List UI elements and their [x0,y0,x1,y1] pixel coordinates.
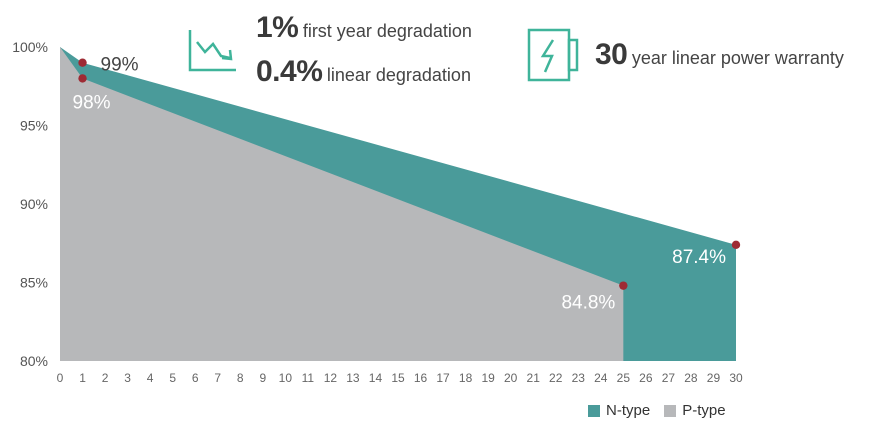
battery-lightning-icon [527,28,581,87]
x-tick-label: 7 [214,371,221,385]
y-tick-label: 100% [12,39,48,55]
first-year-text: first year degradation [302,21,472,41]
x-tick-label: 4 [147,371,154,385]
y-tick-label: 90% [20,196,48,212]
x-tick-label: 18 [459,371,473,385]
data-label: 84.8% [561,293,615,314]
data-label: 99% [101,55,139,76]
x-tick-label: 24 [594,371,608,385]
legend-swatch-n-type [588,404,600,417]
linear-value: 0.4% [256,55,323,88]
x-tick-label: 28 [684,371,698,385]
legend-swatch-p-type [664,404,677,417]
x-tick-label: 17 [436,371,450,385]
x-tick-label: 10 [279,371,293,385]
data-point-marker [78,58,87,67]
x-tick-label: 19 [481,371,495,385]
x-tick-label: 23 [572,371,586,385]
data-point-marker [731,240,741,250]
x-tick-label: 12 [324,371,338,385]
x-tick-label: 13 [346,371,360,385]
linear-text: linear degradation [326,65,471,85]
legend-item-p-type: P-type [664,402,726,419]
x-tick-label: 9 [259,371,266,385]
first-year-value: 1% [256,11,299,44]
x-tick-label: 1 [79,371,86,385]
degradation-chart-icon [188,30,238,77]
x-tick-label: 15 [391,371,405,385]
data-label: 87.4% [672,247,726,268]
x-tick-label: 21 [527,371,541,385]
first-year-degradation: 1% first year degradation [256,11,472,45]
y-tick-label: 85% [20,275,48,291]
x-tick-label: 29 [707,371,721,385]
data-label: 98% [73,92,111,113]
x-tick-label: 26 [639,371,653,385]
legend-label-n-type: N-type [606,402,651,419]
x-tick-label: 2 [102,371,109,385]
x-tick-label: 6 [192,371,199,385]
x-tick-label: 22 [549,371,563,385]
x-tick-label: 16 [414,371,428,385]
data-point-marker [78,74,87,83]
y-tick-label: 80% [20,353,48,369]
area-p-type [60,47,624,361]
x-tick-label: 11 [302,371,315,385]
y-tick-label: 95% [20,118,48,134]
x-tick-label: 30 [729,371,743,385]
warranty-value: 30 [595,38,628,71]
legend: N-type P-type [588,402,740,419]
x-tick-label: 5 [169,371,176,385]
legend-item-n-type: N-type [588,402,650,419]
x-tick-label: 20 [504,371,518,385]
x-tick-label: 0 [57,371,64,385]
warranty-text: year linear power warranty [631,48,844,68]
warranty: 30 year linear power warranty [595,38,844,72]
data-point-marker [619,281,628,290]
x-tick-label: 27 [662,371,676,385]
x-tick-label: 25 [617,371,631,385]
x-tick-label: 8 [237,371,244,385]
linear-degradation: 0.4% linear degradation [256,55,471,89]
x-tick-label: 3 [124,371,131,385]
legend-label-p-type: P-type [682,402,726,419]
x-tick-label: 14 [369,371,383,385]
